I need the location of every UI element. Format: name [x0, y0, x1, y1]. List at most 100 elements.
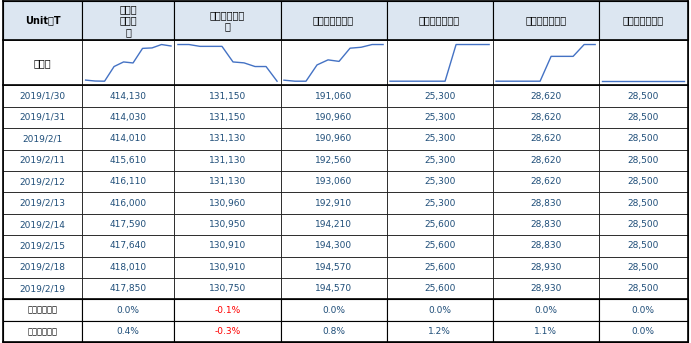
- Bar: [386, 257, 493, 278]
- Bar: [3, 85, 82, 107]
- Text: 28,830: 28,830: [530, 220, 561, 229]
- Bar: [82, 321, 175, 342]
- Bar: [3, 192, 82, 214]
- Bar: [82, 1, 175, 40]
- Text: 天然橡
胶：总
计: 天然橡 胶：总 计: [120, 4, 137, 37]
- Bar: [598, 1, 688, 40]
- Bar: [386, 235, 493, 257]
- Text: 131,150: 131,150: [209, 92, 246, 100]
- Text: 131,150: 131,150: [209, 113, 246, 122]
- Bar: [3, 257, 82, 278]
- Bar: [82, 192, 175, 214]
- Text: 194,570: 194,570: [315, 263, 352, 272]
- Text: 130,960: 130,960: [209, 199, 246, 208]
- Bar: [598, 321, 688, 342]
- Bar: [3, 321, 82, 342]
- Bar: [281, 321, 386, 342]
- Text: 与上一日相比: 与上一日相比: [28, 306, 58, 315]
- Text: 28,620: 28,620: [530, 134, 561, 143]
- Text: 416,000: 416,000: [110, 199, 147, 208]
- Bar: [281, 257, 386, 278]
- Text: 28,500: 28,500: [627, 284, 659, 293]
- Text: 417,590: 417,590: [110, 220, 147, 229]
- Text: 2019/2/11: 2019/2/11: [20, 156, 66, 165]
- Bar: [493, 150, 598, 171]
- Bar: [82, 214, 175, 235]
- Bar: [175, 192, 281, 214]
- Text: 28,500: 28,500: [627, 134, 659, 143]
- Bar: [175, 171, 281, 192]
- Bar: [82, 85, 175, 107]
- Bar: [3, 214, 82, 235]
- Text: 28,620: 28,620: [530, 177, 561, 186]
- Text: 2019/2/1: 2019/2/1: [23, 134, 63, 143]
- Text: 28,620: 28,620: [530, 92, 561, 100]
- Text: 131,130: 131,130: [209, 134, 246, 143]
- Bar: [281, 235, 386, 257]
- Bar: [3, 235, 82, 257]
- Text: 28,500: 28,500: [627, 199, 659, 208]
- Bar: [598, 85, 688, 107]
- Bar: [82, 235, 175, 257]
- Bar: [493, 299, 598, 321]
- Text: 1.1%: 1.1%: [534, 327, 557, 336]
- Text: 0.0%: 0.0%: [632, 306, 654, 315]
- Text: 418,010: 418,010: [110, 263, 147, 272]
- Text: 130,910: 130,910: [209, 241, 246, 250]
- Text: 2019/1/30: 2019/1/30: [20, 92, 66, 100]
- Bar: [3, 40, 82, 85]
- Bar: [493, 107, 598, 128]
- Text: 25,300: 25,300: [424, 92, 455, 100]
- Text: 2019/2/15: 2019/2/15: [20, 241, 66, 250]
- Text: 25,300: 25,300: [424, 199, 455, 208]
- Text: 194,300: 194,300: [315, 241, 352, 250]
- Text: 28,930: 28,930: [530, 263, 561, 272]
- Bar: [175, 235, 281, 257]
- Bar: [493, 192, 598, 214]
- Bar: [281, 85, 386, 107]
- Bar: [281, 299, 386, 321]
- Text: -0.1%: -0.1%: [214, 306, 240, 315]
- Text: 2019/2/18: 2019/2/18: [20, 263, 66, 272]
- Text: 28,500: 28,500: [627, 220, 659, 229]
- Text: 193,060: 193,060: [315, 177, 352, 186]
- Text: 131,130: 131,130: [209, 156, 246, 165]
- Text: 190,960: 190,960: [315, 134, 352, 143]
- Text: 414,030: 414,030: [110, 113, 146, 122]
- Text: 417,640: 417,640: [110, 241, 146, 250]
- Text: 131,130: 131,130: [209, 177, 246, 186]
- Text: 2019/2/19: 2019/2/19: [20, 284, 66, 293]
- Bar: [82, 299, 175, 321]
- Bar: [281, 1, 386, 40]
- Bar: [175, 150, 281, 171]
- Text: 0.0%: 0.0%: [117, 306, 140, 315]
- Text: 2019/2/13: 2019/2/13: [20, 199, 66, 208]
- Bar: [386, 321, 493, 342]
- Bar: [175, 299, 281, 321]
- Text: 2019/2/14: 2019/2/14: [20, 220, 66, 229]
- Text: 28,500: 28,500: [627, 241, 659, 250]
- Bar: [3, 278, 82, 299]
- Text: 192,910: 192,910: [315, 199, 352, 208]
- Bar: [493, 235, 598, 257]
- Text: 130,910: 130,910: [209, 263, 246, 272]
- Text: -0.3%: -0.3%: [214, 327, 240, 336]
- Bar: [3, 107, 82, 128]
- Text: Unit：T: Unit：T: [25, 15, 61, 25]
- Bar: [281, 171, 386, 192]
- Bar: [281, 150, 386, 171]
- Text: 28,500: 28,500: [627, 92, 659, 100]
- Bar: [386, 150, 493, 171]
- Text: 25,300: 25,300: [424, 113, 455, 122]
- Text: 天然橡胶：海南: 天然橡胶：海南: [419, 15, 460, 25]
- Text: 0.0%: 0.0%: [534, 306, 557, 315]
- Bar: [493, 257, 598, 278]
- Bar: [281, 278, 386, 299]
- Text: 天然橡胶：天津: 天然橡胶：天津: [525, 15, 566, 25]
- Bar: [175, 321, 281, 342]
- Bar: [493, 214, 598, 235]
- Text: 25,600: 25,600: [424, 284, 455, 293]
- Text: 28,830: 28,830: [530, 199, 561, 208]
- Bar: [598, 107, 688, 128]
- Text: 天然橡胶：山东: 天然橡胶：山东: [313, 15, 354, 25]
